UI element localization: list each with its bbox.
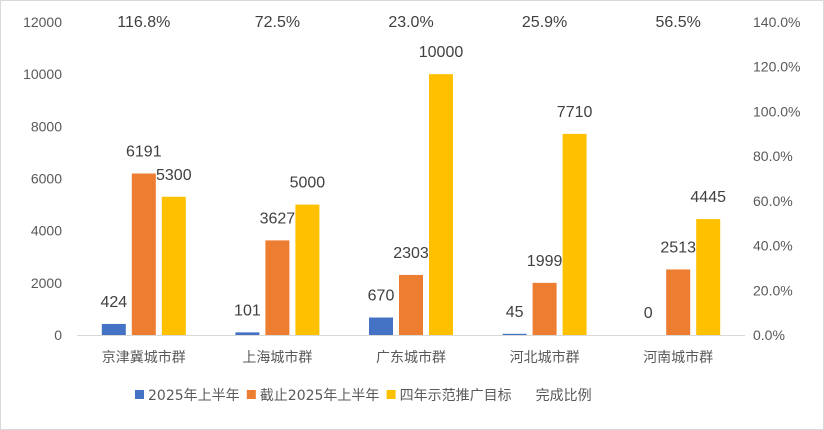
y-left-tick-label: 8000 — [31, 118, 62, 134]
y-left-tick-label: 2000 — [31, 275, 62, 291]
category-label: 河北城市群 — [510, 349, 580, 366]
bar-value-label: 2513 — [660, 239, 696, 256]
legend-label: 完成比例 — [536, 388, 592, 404]
bar-1 — [502, 333, 527, 335]
y-left-tick-label: 10000 — [23, 66, 62, 82]
bar-1 — [101, 323, 126, 335]
y-right-tick-label: 20.0% — [753, 282, 793, 298]
y-right-tick-label: 60.0% — [753, 193, 793, 209]
category-label: 京津冀城市群 — [102, 349, 186, 366]
y-left-tick-label: 0 — [54, 327, 62, 343]
y-left-tick-label: 12000 — [23, 14, 62, 30]
completion-ratio-label: 56.5% — [656, 14, 701, 31]
legend-label: 2025年上半年 — [148, 388, 240, 404]
bar-value-label: 101 — [234, 302, 261, 319]
completion-ratio-label: 25.9% — [522, 14, 567, 31]
y-right-tick-label: 140.0% — [753, 14, 800, 30]
category-label: 广东城市群 — [376, 349, 446, 366]
bar-value-label: 45 — [506, 304, 524, 321]
bar-value-label: 670 — [368, 288, 395, 305]
y-right-tick-label: 40.0% — [753, 238, 793, 254]
bar-value-label: 5000 — [290, 175, 326, 192]
bar-value-label: 6191 — [126, 144, 162, 161]
bar-2 — [532, 282, 557, 335]
bar-3 — [429, 74, 453, 336]
y-right-tick-label: 100.0% — [753, 103, 800, 119]
y-right-tick-label: 80.0% — [753, 148, 793, 164]
legend-label: 截止2025年上半年 — [260, 388, 380, 404]
bar-3 — [161, 196, 186, 335]
bar-value-label: 5300 — [156, 167, 192, 184]
y-right-tick-label: 0.0% — [753, 327, 785, 343]
legend-swatch-1 — [135, 390, 144, 399]
bar-value-label: 4445 — [690, 189, 726, 206]
bar-value-label: 3627 — [260, 210, 296, 227]
category-label: 河南城市群 — [643, 349, 713, 366]
y-left-tick-label: 4000 — [31, 223, 62, 239]
bar-value-label: 424 — [100, 294, 127, 311]
completion-ratio-label: 72.5% — [255, 14, 300, 31]
completion-ratio-label: 116.8% — [117, 14, 170, 31]
bar-2 — [666, 269, 691, 335]
y-right-tick-label: 120.0% — [753, 59, 800, 75]
bar-value-label: 1999 — [527, 253, 563, 270]
bar-value-label: 0 — [644, 305, 653, 322]
bar-value-label: 2303 — [393, 245, 429, 262]
bar-2 — [399, 274, 423, 335]
completion-ratio-label: 23.0% — [388, 14, 433, 31]
bar-1 — [235, 332, 260, 335]
bar-1 — [369, 317, 393, 335]
y-left-tick-label: 6000 — [31, 171, 62, 187]
bar-2 — [131, 173, 156, 335]
category-label: 上海城市群 — [242, 349, 312, 366]
bar-value-label: 10000 — [419, 44, 464, 61]
legend-swatch-2 — [246, 390, 256, 399]
legend-label: 四年示范推广目标 — [400, 387, 512, 404]
bar-value-label: 7710 — [557, 104, 593, 121]
bar-3 — [696, 219, 721, 335]
bar-2 — [265, 240, 290, 335]
bar-3 — [295, 204, 320, 335]
legend-swatch-3 — [386, 390, 396, 399]
bar-3 — [562, 133, 587, 335]
